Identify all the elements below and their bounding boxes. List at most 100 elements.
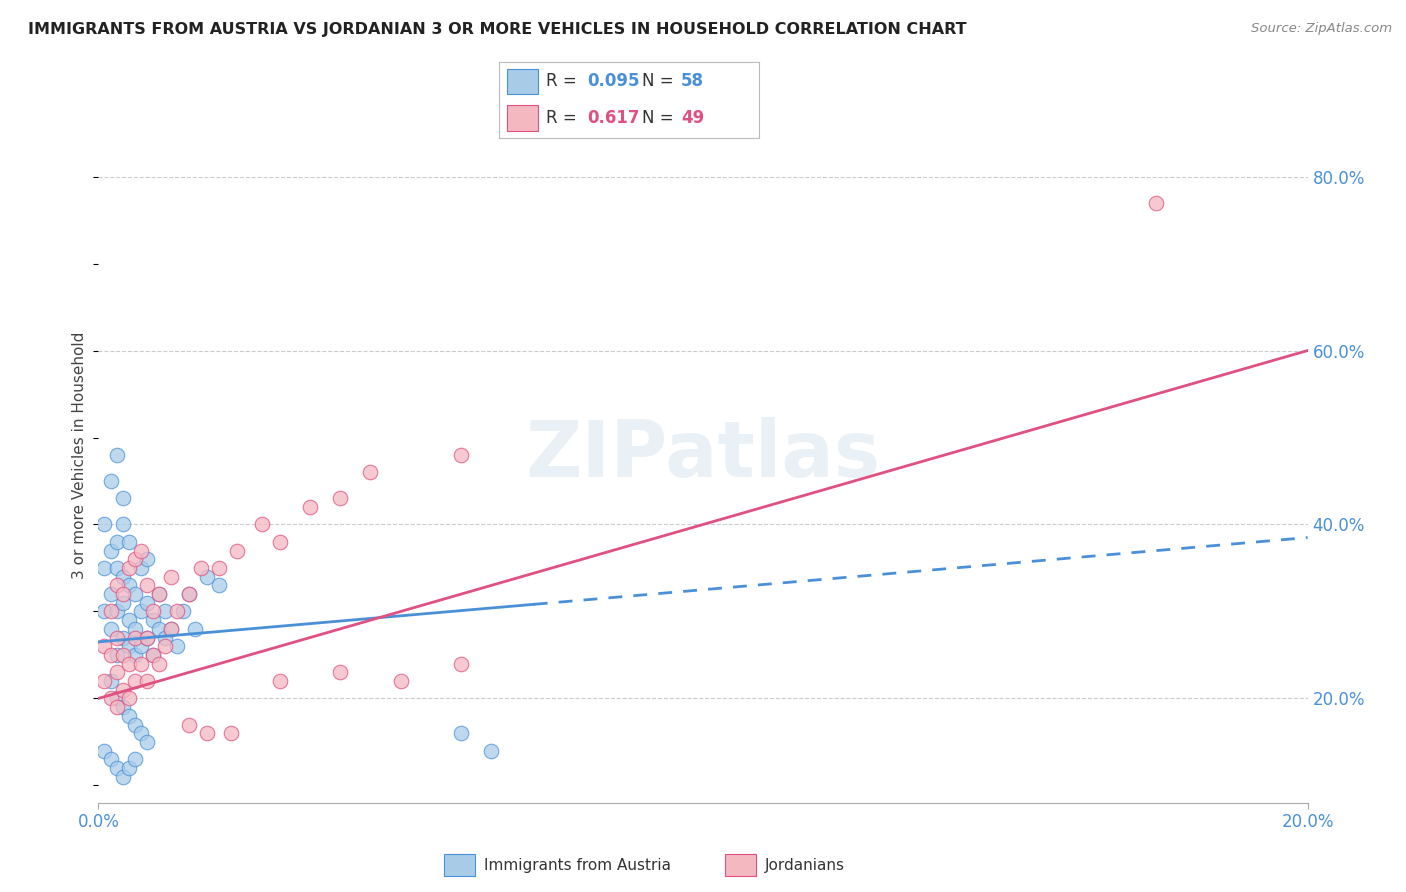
Point xyxy=(93,561,115,575)
Point xyxy=(360,466,382,480)
Point xyxy=(105,605,128,619)
Point xyxy=(142,648,165,662)
Point xyxy=(135,631,157,645)
Point xyxy=(124,752,146,766)
Point xyxy=(269,534,291,549)
Point xyxy=(111,770,134,784)
Point xyxy=(100,587,122,601)
Point xyxy=(105,761,128,775)
Point xyxy=(153,605,176,619)
Point xyxy=(100,648,122,662)
Point xyxy=(93,639,115,653)
Point xyxy=(118,534,141,549)
Point xyxy=(329,665,352,680)
Point xyxy=(105,665,128,680)
Point xyxy=(269,674,291,689)
Point xyxy=(93,605,115,619)
Point xyxy=(450,448,472,462)
Point xyxy=(124,717,146,731)
Point xyxy=(124,552,146,566)
Point xyxy=(105,648,128,662)
Text: 0.095: 0.095 xyxy=(588,72,640,90)
Point xyxy=(105,578,128,592)
Point xyxy=(93,744,115,758)
Point xyxy=(135,735,157,749)
Point xyxy=(179,717,201,731)
Point xyxy=(100,622,122,636)
Point xyxy=(135,674,157,689)
Point xyxy=(111,682,134,697)
Text: Immigrants from Austria: Immigrants from Austria xyxy=(484,858,671,872)
Point xyxy=(195,570,218,584)
Point xyxy=(450,657,472,671)
Point xyxy=(118,578,141,592)
Point xyxy=(135,552,157,566)
Point xyxy=(118,561,141,575)
Point xyxy=(100,752,122,766)
Text: Jordanians: Jordanians xyxy=(765,858,845,872)
Point xyxy=(129,657,152,671)
Point xyxy=(299,500,322,514)
Point xyxy=(208,561,231,575)
Point xyxy=(105,631,128,645)
Text: 49: 49 xyxy=(682,109,704,127)
Point xyxy=(129,605,152,619)
Point xyxy=(100,605,122,619)
Bar xyxy=(508,105,538,130)
Point xyxy=(129,726,152,740)
Point xyxy=(153,639,176,653)
Point xyxy=(450,726,472,740)
Point xyxy=(111,700,134,714)
Point xyxy=(93,674,115,689)
Point xyxy=(118,657,141,671)
Point xyxy=(111,596,134,610)
Point xyxy=(118,761,141,775)
Point xyxy=(179,587,201,601)
Point xyxy=(190,561,212,575)
Point xyxy=(93,517,115,532)
Point xyxy=(111,648,134,662)
Point xyxy=(142,605,165,619)
Point xyxy=(153,631,176,645)
Point xyxy=(184,622,207,636)
Point xyxy=(135,631,157,645)
Point xyxy=(124,674,146,689)
Point xyxy=(142,648,165,662)
Point xyxy=(105,700,128,714)
Point xyxy=(135,578,157,592)
Bar xyxy=(508,69,538,95)
Text: IMMIGRANTS FROM AUSTRIA VS JORDANIAN 3 OR MORE VEHICLES IN HOUSEHOLD CORRELATION: IMMIGRANTS FROM AUSTRIA VS JORDANIAN 3 O… xyxy=(28,22,967,37)
Point xyxy=(226,543,249,558)
Point xyxy=(124,648,146,662)
Point xyxy=(111,491,134,506)
Text: ZIPatlas: ZIPatlas xyxy=(526,417,880,493)
Point xyxy=(124,631,146,645)
Point xyxy=(142,613,165,627)
Point xyxy=(118,708,141,723)
Point xyxy=(100,474,122,488)
Point xyxy=(111,517,134,532)
Point xyxy=(172,605,194,619)
Point xyxy=(148,587,170,601)
Point xyxy=(481,744,503,758)
Point xyxy=(118,639,141,653)
Text: N =: N = xyxy=(643,109,679,127)
Point xyxy=(100,674,122,689)
Point xyxy=(105,448,128,462)
Point xyxy=(111,570,134,584)
Text: 58: 58 xyxy=(682,72,704,90)
Point xyxy=(118,613,141,627)
Point xyxy=(195,726,218,740)
Point xyxy=(166,605,188,619)
Text: Source: ZipAtlas.com: Source: ZipAtlas.com xyxy=(1251,22,1392,36)
Bar xyxy=(444,855,475,876)
Point xyxy=(160,622,183,636)
Point xyxy=(124,622,146,636)
Point xyxy=(105,534,128,549)
Text: R =: R = xyxy=(546,109,582,127)
Point xyxy=(160,622,183,636)
Point xyxy=(1144,195,1167,210)
Point xyxy=(329,491,352,506)
Point xyxy=(129,543,152,558)
Point xyxy=(160,570,183,584)
